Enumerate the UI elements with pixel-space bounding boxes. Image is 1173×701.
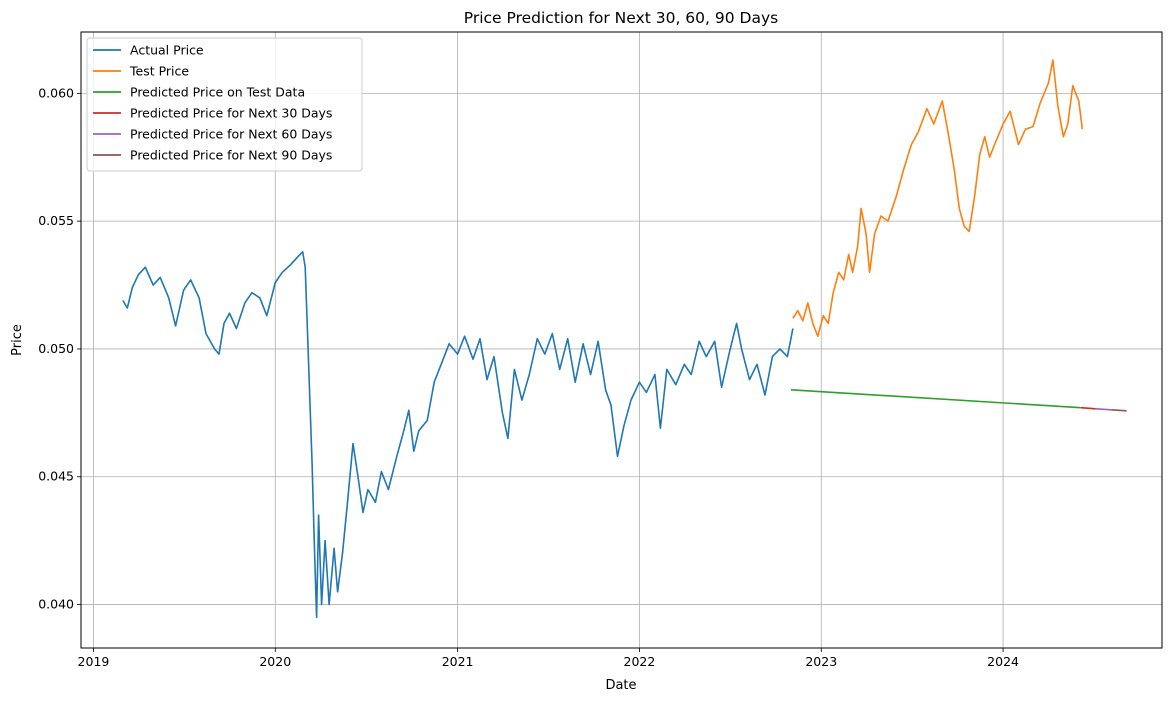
chart-title: Price Prediction for Next 30, 60, 90 Day… xyxy=(464,9,778,27)
y-tick-label: 0.060 xyxy=(38,85,74,100)
y-tick-label: 0.055 xyxy=(38,213,74,228)
legend-label: Predicted Price for Next 90 Days xyxy=(130,148,332,163)
legend-label: Predicted Price on Test Data xyxy=(130,85,305,100)
legend-item: Predicted Price on Test Data xyxy=(93,85,305,100)
series-lines xyxy=(122,59,1127,619)
x-tick-label: 2021 xyxy=(442,654,474,669)
legend-label: Actual Price xyxy=(130,43,204,58)
series-line-actual-price xyxy=(122,251,794,619)
legend-box xyxy=(86,37,363,172)
series-line-test-price xyxy=(792,59,1084,338)
series-line-predicted-price-on-test-data xyxy=(790,389,1081,409)
legend-item: Predicted Price for Next 30 Days xyxy=(93,106,332,121)
plot-area-frame xyxy=(80,31,1163,649)
y-axis-label: Price xyxy=(10,324,25,356)
legend-item: Predicted Price for Next 90 Days xyxy=(93,148,332,163)
legend-label: Predicted Price for Next 30 Days xyxy=(130,106,332,121)
y-tick-label: 0.050 xyxy=(38,341,74,356)
legend-item: Predicted Price for Next 60 Days xyxy=(93,127,332,142)
x-tick-label: 2024 xyxy=(987,654,1019,669)
x-tick-label: 2022 xyxy=(624,654,656,669)
legend-item: Test Price xyxy=(93,64,189,79)
series-line-predicted-price-for-next-90-days xyxy=(1111,409,1127,412)
x-tick-label: 2023 xyxy=(805,654,837,669)
legend-items: Actual Price Test Price Predicted Price on… xyxy=(93,43,332,163)
x-tick-label: 2019 xyxy=(78,654,110,669)
legend-item: Actual Price xyxy=(93,43,204,58)
x-tick-label: 2020 xyxy=(259,654,291,669)
series-line-predicted-price-for-next-30-days xyxy=(1080,406,1096,410)
y-tick-label: 0.040 xyxy=(38,597,74,612)
legend-label: Test Price xyxy=(129,64,189,79)
legend: Actual Price Test Price Predicted Price on… xyxy=(86,37,363,172)
legend-label: Predicted Price for Next 60 Days xyxy=(130,127,332,142)
y-axis-ticks: 0.040 0.045 0.050 0.055 0.060 xyxy=(38,85,81,612)
y-tick-label: 0.045 xyxy=(38,469,74,484)
x-axis-label: Date xyxy=(605,678,636,693)
x-axis-ticks: 2019 2020 2021 2022 2023 2024 xyxy=(78,648,1019,669)
series-line-predicted-price-for-next-60-days xyxy=(1095,408,1112,411)
